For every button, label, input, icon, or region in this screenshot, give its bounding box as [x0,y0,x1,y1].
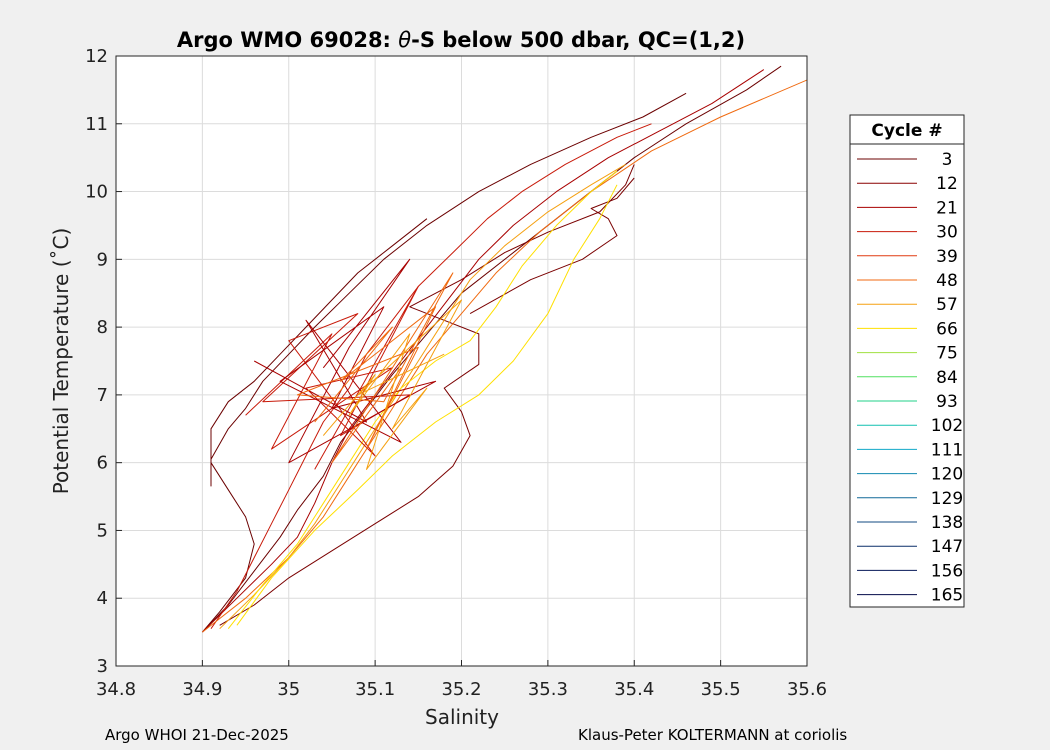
series-line-2 [210,92,687,487]
y-axis: 3 4 5 6 7 8 9 10 11 12 [85,46,122,677]
series-line-7 [202,79,807,633]
x-tick-label: 35.3 [528,679,568,700]
legend-label: 147 [931,537,963,557]
series-line-10 [236,184,618,626]
series-line-12 [253,258,437,464]
series-layer [202,65,807,633]
series-line-13 [296,272,454,464]
legend-box [849,114,965,608]
title-prefix: Argo WMO 69028: [177,28,398,52]
series-line-1 [202,218,428,633]
x-axis: 34.8 34.9 35 35.1 35.2 35.3 35.4 35.5 35.6 [96,660,827,700]
legend-label: 165 [931,586,963,606]
x-axis-label: Salinity [425,705,499,729]
y-tick-label: 5 [97,520,108,541]
y-tick-label: 3 [97,656,108,677]
x-tick-label: 34.8 [96,679,136,700]
legend-label: 138 [931,513,963,533]
legend-label: 66 [936,319,958,339]
x-tick-label: 34.9 [182,679,222,700]
legend-label: 102 [931,416,963,436]
legend-label: 84 [936,368,958,388]
y-tick-label: 7 [97,385,108,406]
chart-title: Argo WMO 69028: θ-S below 500 dbar, QC=(… [177,28,745,52]
x-tick-label: 35.6 [787,679,827,700]
x-tick-label: 35.2 [441,679,481,700]
legend-label: 48 [936,271,958,291]
series-line-4 [469,177,635,315]
series-line-9 [227,170,618,630]
legend-label: 111 [931,440,963,460]
series-line-11 [245,285,419,470]
footer-left: Argo WHOI 21-Dec-2025 [105,726,289,744]
y-tick-label: 6 [97,453,108,474]
y-tick-label: 4 [97,588,108,609]
x-tick-label: 35.4 [614,679,654,700]
y-tick-label: 9 [97,249,108,270]
footer-right: Klaus-Peter KOLTERMANN at coriolis [578,726,848,744]
legend-label: 39 [936,247,958,267]
legend-title: Cycle # [871,121,942,141]
legend-label: 129 [931,489,963,509]
x-tick-label: 35.5 [701,679,741,700]
series-line-8 [219,163,626,630]
legend-label: 93 [936,392,958,412]
x-tick-label: 35 [277,679,300,700]
legend-label: 120 [931,465,963,485]
legend-label: 21 [936,198,958,218]
y-tick-label: 12 [85,46,108,67]
y-tick-label: 10 [85,182,108,203]
legend-label: 30 [936,223,958,243]
legend-entries: 3 12 21 30 39 48 57 66 75 84 93 102 111 120 129 138 147 1… [857,150,963,606]
title-theta: θ [398,28,411,52]
legend-label: 3 [942,150,953,170]
x-tick-label: 35.1 [355,679,395,700]
legend: Cycle # 3 12 21 30 39 48 57 66 75 84 93 102 111 120 12… [849,114,965,608]
y-tick-label: 11 [85,114,108,135]
legend-label: 75 [936,344,958,364]
y-axis-label: Potential Temperature (˚C) [49,228,73,495]
legend-label: 57 [936,295,958,315]
y-tick-label: 8 [97,317,108,338]
legend-label: 156 [931,561,963,581]
series-line-0 [202,65,782,633]
series-line-14 [322,299,462,470]
title-suffix: -S below 500 dbar, QC=(1,2) [411,28,745,52]
legend-label: 12 [936,174,958,194]
series-line-3 [219,164,635,626]
